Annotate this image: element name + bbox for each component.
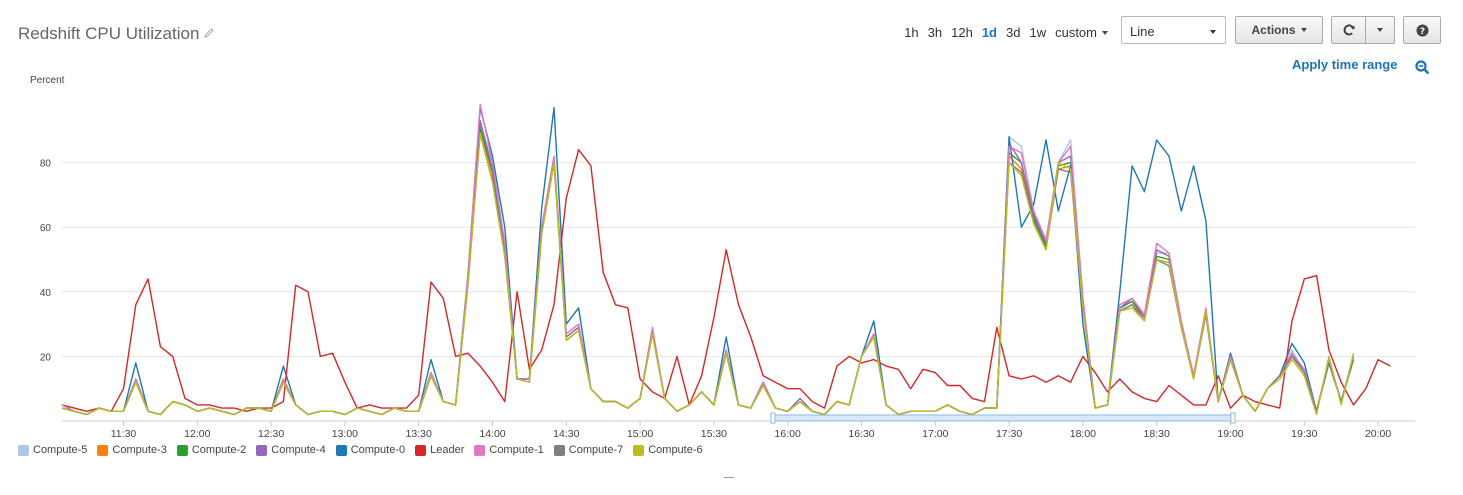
- series-line-leader: [61, 148, 1391, 412]
- resize-handle[interactable]: [724, 477, 734, 478]
- x-tick-label: 17:00: [922, 428, 948, 440]
- x-tick-label: 14:30: [553, 428, 579, 440]
- svg-text:?: ?: [1419, 27, 1424, 37]
- actions-label: Actions: [1251, 23, 1296, 37]
- range-1h[interactable]: 1h: [904, 24, 919, 40]
- refresh-button[interactable]: [1331, 16, 1366, 44]
- y-tick-label: 60: [40, 223, 52, 234]
- legend-swatch: [176, 444, 188, 456]
- legend-item[interactable]: Leader: [415, 444, 464, 456]
- legend-swatch: [553, 444, 565, 456]
- x-tick-label: 12:00: [184, 428, 210, 440]
- zoom-out-icon[interactable]: [1415, 60, 1430, 75]
- series-line-compute-1: [61, 103, 1355, 416]
- range-selector-handle[interactable]: [770, 412, 776, 424]
- actions-button[interactable]: Actions: [1235, 16, 1323, 44]
- legend-label: Compute-7: [568, 444, 624, 456]
- legend-swatch: [633, 444, 645, 456]
- chevron-down-icon: [1377, 28, 1383, 32]
- time-range-selector: 1h 3h 12h 1d 3d 1w custom: [904, 22, 1108, 42]
- x-tick-label: 13:30: [406, 428, 432, 440]
- pencil-icon[interactable]: [203, 27, 215, 39]
- series-line-compute-4: [61, 119, 1355, 416]
- chevron-down-icon: [1300, 28, 1307, 32]
- legend-item[interactable]: Compute-6: [633, 444, 703, 456]
- x-tick-label: 13:00: [332, 428, 358, 440]
- x-tick-label: 18:30: [1144, 428, 1170, 440]
- legend-item[interactable]: Compute-3: [97, 444, 167, 456]
- y-tick-label: 80: [40, 159, 52, 170]
- x-tick-label: 15:00: [627, 428, 653, 440]
- y-tick-label: 20: [40, 352, 52, 363]
- legend-swatch: [18, 444, 29, 456]
- series-line-compute-2: [61, 126, 1355, 416]
- view-type-select[interactable]: Line: [1121, 16, 1226, 44]
- legend-swatch: [415, 444, 427, 456]
- question-icon: ?: [1416, 24, 1428, 37]
- legend-label: Leader: [430, 444, 465, 456]
- custom-label: custom: [1055, 24, 1097, 40]
- range-12h[interactable]: 12h: [951, 24, 973, 40]
- x-tick-label: 16:00: [775, 428, 801, 440]
- chart-legend: Compute-5 Compute-3 Compute-2 Compute-4 Comp…: [18, 444, 713, 456]
- legend-label: Compute-6: [648, 444, 703, 456]
- x-tick-label: 19:00: [1217, 428, 1243, 440]
- legend-item[interactable]: Compute-4: [256, 444, 326, 456]
- range-3d[interactable]: 3d: [1006, 24, 1021, 40]
- refresh-icon: [1343, 24, 1354, 36]
- range-3h[interactable]: 3h: [927, 24, 943, 40]
- x-tick-label: 20:00: [1365, 428, 1391, 440]
- legend-label: Compute-3: [112, 444, 167, 456]
- legend-swatch: [256, 444, 268, 456]
- legend-item[interactable]: Compute-5: [18, 444, 87, 456]
- y-tick-label: 40: [40, 288, 52, 299]
- x-tick-label: 19:30: [1291, 428, 1317, 440]
- series-line-compute-6: [61, 132, 1355, 416]
- x-tick-label: 18:00: [1070, 428, 1096, 440]
- range-selector-handle[interactable]: [1230, 412, 1236, 424]
- legend-label: Compute-2: [191, 444, 247, 456]
- y-axis-label: Percent: [30, 75, 65, 86]
- x-tick-label: 11:30: [111, 428, 137, 440]
- legend-item[interactable]: Compute-7: [553, 444, 624, 456]
- x-tick-label: 12:30: [258, 428, 284, 440]
- refresh-options-button[interactable]: [1365, 16, 1395, 44]
- series-line-compute-3: [61, 129, 1355, 416]
- range-selector-bar[interactable]: [772, 414, 1234, 422]
- range-1d[interactable]: 1d: [981, 24, 997, 40]
- x-tick-label: 17:30: [996, 428, 1022, 440]
- cpu-line-chart[interactable]: Percent 20 40 60 80 11:30 12:00 12:30 13:00 13:30…: [0, 0, 1463, 440]
- help-button[interactable]: ?: [1403, 16, 1441, 44]
- legend-label: Compute-0: [350, 444, 406, 456]
- chevron-down-icon: [1102, 31, 1108, 36]
- legend-item[interactable]: Compute-0: [335, 444, 406, 456]
- apply-time-range-link[interactable]: Apply time range: [1292, 57, 1398, 72]
- range-1w[interactable]: 1w: [1029, 24, 1047, 40]
- legend-label: Compute-5: [33, 444, 88, 456]
- chevron-down-icon: [1210, 30, 1216, 34]
- x-tick-label: 15:30: [701, 428, 727, 440]
- legend-item[interactable]: Compute-2: [176, 444, 247, 456]
- legend-item[interactable]: Compute-1: [474, 444, 544, 456]
- series-line-compute-5: [61, 123, 1355, 416]
- legend-swatch: [335, 444, 347, 456]
- view-type-value: Line: [1130, 24, 1155, 39]
- x-tick-label: 14:00: [479, 428, 505, 440]
- series-line-compute-7: [61, 132, 1355, 416]
- legend-label: Compute-4: [271, 444, 326, 456]
- legend-label: Compute-1: [489, 444, 544, 456]
- legend-swatch: [97, 444, 109, 456]
- legend-swatch: [474, 444, 486, 456]
- range-custom[interactable]: custom: [1055, 25, 1108, 40]
- chart-title: Redshift CPU Utilization: [18, 24, 200, 43]
- x-tick-label: 16:30: [848, 428, 874, 440]
